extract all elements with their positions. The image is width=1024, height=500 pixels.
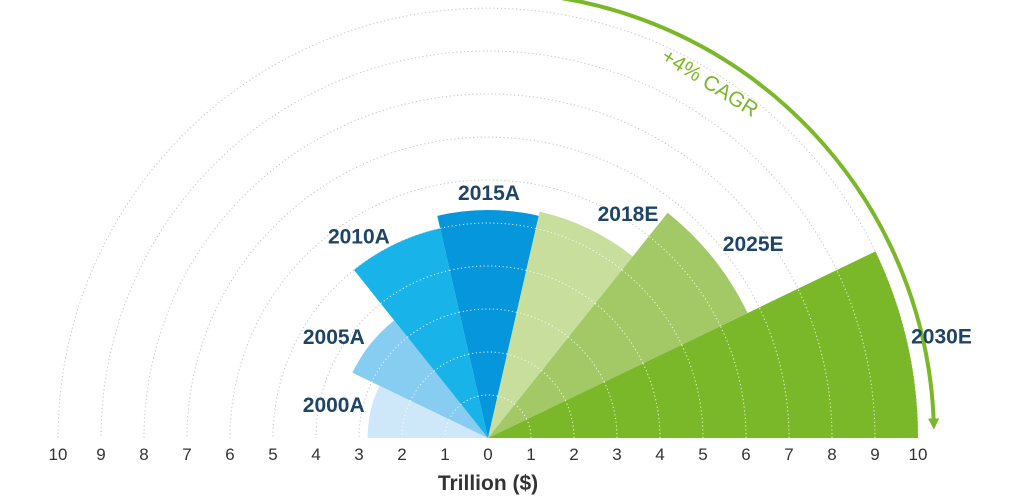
gridline-8: [143, 93, 833, 439]
category-labels: 2000A 2005A 2010A 2015A 2018E 2025E 2030E: [303, 182, 972, 417]
wedge-gridline: [719, 325, 747, 439]
axis-tick-labels: 10 9 8 7 6 5 4 3 2 1 0 1 2 3 4 5 6 7 8 9 10: [49, 445, 928, 464]
wedge-2030E: [488, 251, 918, 438]
category-label-2030E: 2030E: [911, 325, 972, 348]
wedge-gridline: [444, 419, 450, 439]
wedge-gridline: [440, 222, 536, 229]
wedge-gridline: [526, 419, 532, 439]
wedge-gridline: [594, 303, 644, 364]
wedge-gridline: [460, 395, 479, 405]
tick-label-right: 3: [612, 445, 621, 464]
tick-label-right: 10: [909, 445, 928, 464]
category-label-2010A: 2010A: [328, 225, 390, 248]
wedge-gridline: [642, 363, 661, 439]
tick-label-right: 9: [870, 445, 879, 464]
tick-label-left: 10: [49, 445, 68, 464]
data-wedges: [352, 210, 918, 438]
wedge-gridline: [459, 308, 517, 313]
wedge-2005A: [352, 320, 488, 438]
wedge-gridline: [797, 288, 833, 439]
wedge-gridline: [407, 311, 460, 338]
category-label-2000A: 2000A: [303, 394, 365, 417]
tick-label-left: 7: [182, 445, 191, 464]
wedge-gridline: [541, 370, 566, 401]
wedge-gridline: [497, 395, 516, 405]
category-label-2015A: 2015A: [458, 182, 520, 205]
wedge-gridline: [468, 351, 508, 355]
tick-label-left: 9: [96, 445, 105, 464]
tick-label-left: 8: [139, 445, 148, 464]
wedge-gridline: [371, 336, 408, 383]
tick-label-right: 5: [698, 445, 707, 464]
wedge-gridline: [535, 227, 623, 271]
tick-label-left: 3: [354, 445, 363, 464]
wedge-gridline: [516, 311, 569, 338]
wedge-2000A: [367, 385, 488, 438]
wedge-gridline: [448, 403, 462, 420]
wedge-gridline: [478, 394, 498, 397]
wedge-2015A: [437, 210, 539, 438]
category-label-2025E: 2025E: [723, 233, 784, 256]
wedge-2018E: [488, 211, 633, 438]
tick-label-left: 5: [268, 445, 277, 464]
wedge-gridline: [514, 403, 528, 420]
wedge-gridline: [410, 370, 435, 401]
gridline-5: [272, 222, 704, 439]
wedge-gridline: [565, 400, 575, 439]
tick-label-right: 1: [526, 445, 535, 464]
wedge-gridline: [621, 269, 683, 345]
tick-label-right: 6: [741, 445, 750, 464]
wedge-gridline: [507, 353, 542, 372]
tick-label-left: 6: [225, 445, 234, 464]
x-axis-label: Trillion ($): [438, 472, 538, 495]
tick-label-right: 2: [569, 445, 578, 464]
cagr-annotation: +4% CAGR: [657, 44, 762, 121]
wedge-gridline: [526, 269, 596, 304]
tick-label-left: 1: [440, 445, 449, 464]
tick-label-left: 2: [397, 445, 406, 464]
tick-label-right: 7: [784, 445, 793, 464]
gridline-10: [57, 7, 919, 439]
wedge-gridline: [401, 400, 411, 439]
category-label-2018E: 2018E: [598, 203, 659, 226]
tick-label-right: 4: [655, 445, 664, 464]
wedge-gridline: [568, 336, 605, 383]
wedge-gridline: [603, 381, 618, 439]
wedge-gridline: [434, 353, 469, 372]
category-label-2005A: 2005A: [303, 326, 365, 349]
wedge-2010A: [353, 228, 488, 438]
inner-gridlines: [371, 222, 876, 439]
tick-label-right: 8: [827, 445, 836, 464]
wedge-gridline: [449, 265, 527, 271]
cagr-arrow-arc: [560, 0, 940, 430]
tick-label-left: 4: [311, 445, 320, 464]
wedge-gridline: [380, 269, 450, 304]
tick-label-right: 0: [483, 445, 492, 464]
wedge-gridline: [681, 344, 704, 439]
wedge-gridline: [648, 235, 721, 327]
